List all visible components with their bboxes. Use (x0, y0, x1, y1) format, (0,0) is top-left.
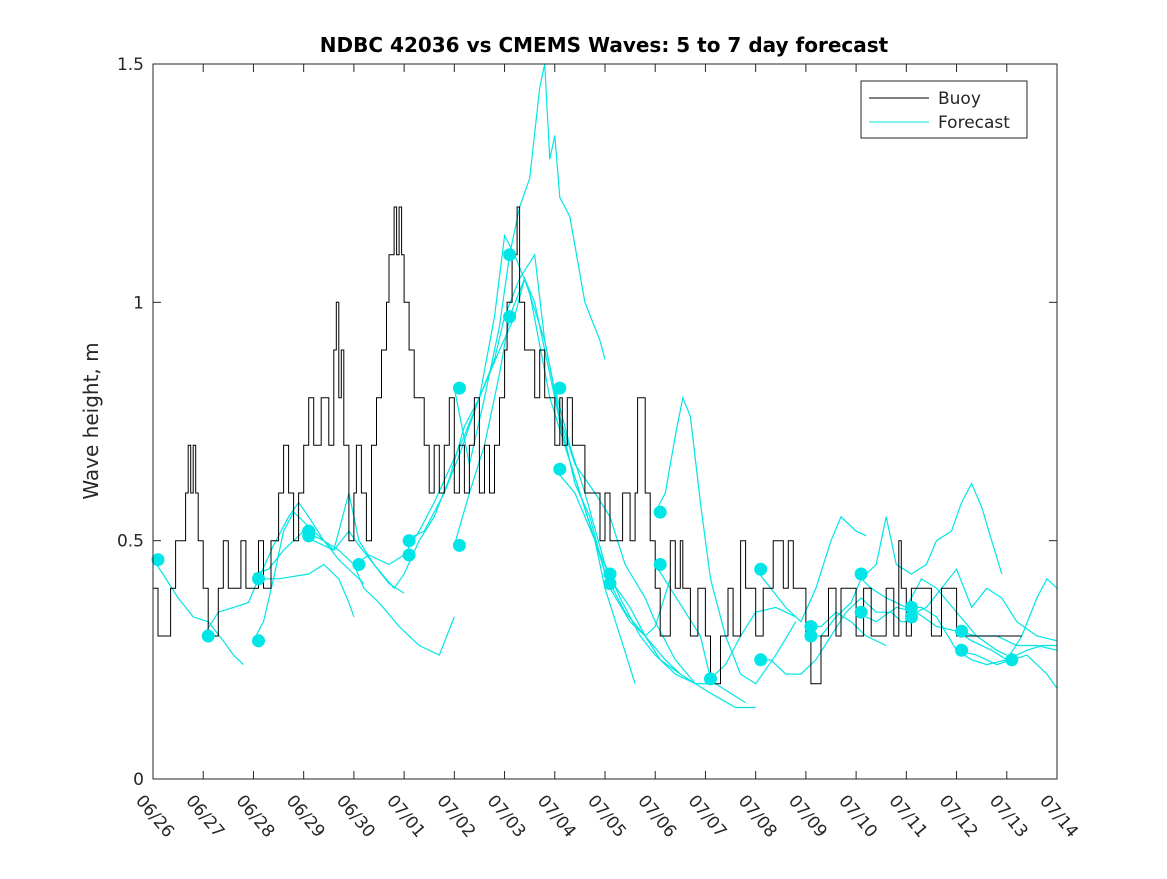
forecast-line (654, 564, 797, 681)
forecast-start-marker (854, 567, 868, 581)
forecast-line (202, 501, 365, 637)
forecast-start-marker (653, 558, 667, 571)
forecast-line (152, 559, 244, 666)
forecast-line (855, 573, 1008, 656)
forecast-start-marker (603, 577, 617, 591)
forecast-line (554, 387, 746, 704)
forecast-start-marker (904, 610, 918, 624)
forecast-start-marker (955, 643, 969, 657)
forecast-line (755, 515, 867, 623)
forecast-start-marker (704, 672, 717, 686)
forecast-start-marker (603, 567, 617, 581)
y-tick-label: 1 (133, 293, 144, 313)
forecast-start-marker (1005, 653, 1019, 667)
y-axis-label: Wave height, m (79, 342, 103, 499)
forecast-start-marker (252, 634, 265, 648)
forecast-start-marker (854, 605, 868, 619)
y-tick-label: 0.5 (117, 532, 144, 552)
forecast-start-marker (452, 381, 466, 395)
buoy-line (153, 206, 1022, 685)
forecast-start-marker (754, 653, 768, 667)
forecast-start-marker (151, 553, 165, 567)
legend-forecast-label: Forecast (938, 113, 1010, 133)
forecast-line (805, 482, 1003, 637)
y-tick-label: 1.5 (117, 55, 144, 75)
forecast-start-marker (804, 629, 818, 643)
forecast-line (805, 611, 887, 647)
forecast-start-marker (553, 381, 567, 395)
forecast-start-marker (402, 548, 416, 562)
forecast-start-marker (402, 534, 416, 548)
forecast-line (252, 511, 455, 656)
chart-title: NDBC 42036 vs CMEMS Waves: 5 to 7 day fo… (320, 33, 889, 57)
forecast-line (755, 597, 917, 675)
forecast-start-marker (503, 248, 517, 262)
forecast-start-marker (553, 462, 567, 476)
plot-area (153, 64, 1057, 779)
forecast-start-marker (503, 310, 517, 324)
forecast-start-marker (804, 620, 818, 633)
forecast-start-marker (201, 629, 215, 643)
forecast-start-marker (302, 529, 316, 543)
forecast-line (253, 563, 355, 618)
forecast-start-marker (904, 600, 918, 614)
data-layer (151, 63, 1058, 709)
y-tick-label: 0 (133, 770, 144, 790)
legend: Buoy Forecast (860, 80, 1028, 139)
forecast-start-marker (955, 624, 969, 638)
forecast-start-marker (653, 505, 667, 519)
forecast-line (554, 468, 671, 637)
forecast-start-marker (352, 558, 366, 571)
forecast-start-marker (452, 538, 466, 552)
legend-buoy-label: Buoy (938, 89, 981, 109)
forecast-start-marker (754, 562, 768, 576)
legend-box (860, 80, 1028, 139)
forecast-start-marker (252, 572, 265, 586)
forecast-line (453, 63, 606, 465)
forecast-line (654, 395, 797, 685)
forecast-line (906, 568, 1058, 642)
